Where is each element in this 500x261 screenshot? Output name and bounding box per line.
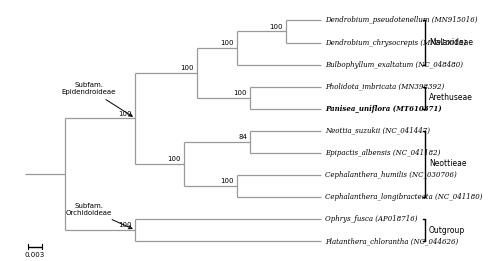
Text: 100: 100 <box>118 111 132 117</box>
Text: Arethuseae: Arethuseae <box>429 93 472 102</box>
Text: 100: 100 <box>167 156 180 162</box>
Text: 84: 84 <box>238 134 247 140</box>
Text: Ophrys_fusca (AP018716): Ophrys_fusca (AP018716) <box>325 215 418 223</box>
Text: Platanthera_chlorantha (NC_044626): Platanthera_chlorantha (NC_044626) <box>325 237 458 245</box>
Text: Dendrobium_chrysocrepis (MN915015): Dendrobium_chrysocrepis (MN915015) <box>325 39 466 46</box>
Text: Cephalanthera_longibracteata (NC_041180): Cephalanthera_longibracteata (NC_041180) <box>325 193 482 201</box>
Text: Outgroup: Outgroup <box>429 226 465 235</box>
Text: Cephalanthera_humilis (NC_030706): Cephalanthera_humilis (NC_030706) <box>325 171 456 179</box>
Text: 100: 100 <box>220 40 234 46</box>
Text: Neottieae: Neottieae <box>429 159 467 168</box>
Text: Bulbophyllum_exaltatum (NC_048480): Bulbophyllum_exaltatum (NC_048480) <box>325 61 463 69</box>
Text: 100: 100 <box>234 90 247 96</box>
Text: 100: 100 <box>269 24 282 30</box>
Text: Panisea_uniflora (MT610371): Panisea_uniflora (MT610371) <box>325 105 442 113</box>
Text: 0.003: 0.003 <box>25 252 45 258</box>
Text: Subfam.
Epidendroideae: Subfam. Epidendroideae <box>62 82 132 116</box>
Text: 100: 100 <box>180 65 194 71</box>
Text: Pholidota_imbricata (MN398392): Pholidota_imbricata (MN398392) <box>325 83 444 91</box>
Text: Epipactis_albensis (NC_041182): Epipactis_albensis (NC_041182) <box>325 149 440 157</box>
Text: Dendrobium_pseudotenellum (MN915016): Dendrobium_pseudotenellum (MN915016) <box>325 16 478 25</box>
Text: Malaxideae: Malaxideae <box>429 38 473 47</box>
Text: Neottia_suzukii (NC_041447): Neottia_suzukii (NC_041447) <box>325 127 430 135</box>
Text: 100: 100 <box>220 178 234 184</box>
Text: Subfam.
Orchidoideae: Subfam. Orchidoideae <box>66 203 132 229</box>
Text: 100: 100 <box>118 222 132 228</box>
